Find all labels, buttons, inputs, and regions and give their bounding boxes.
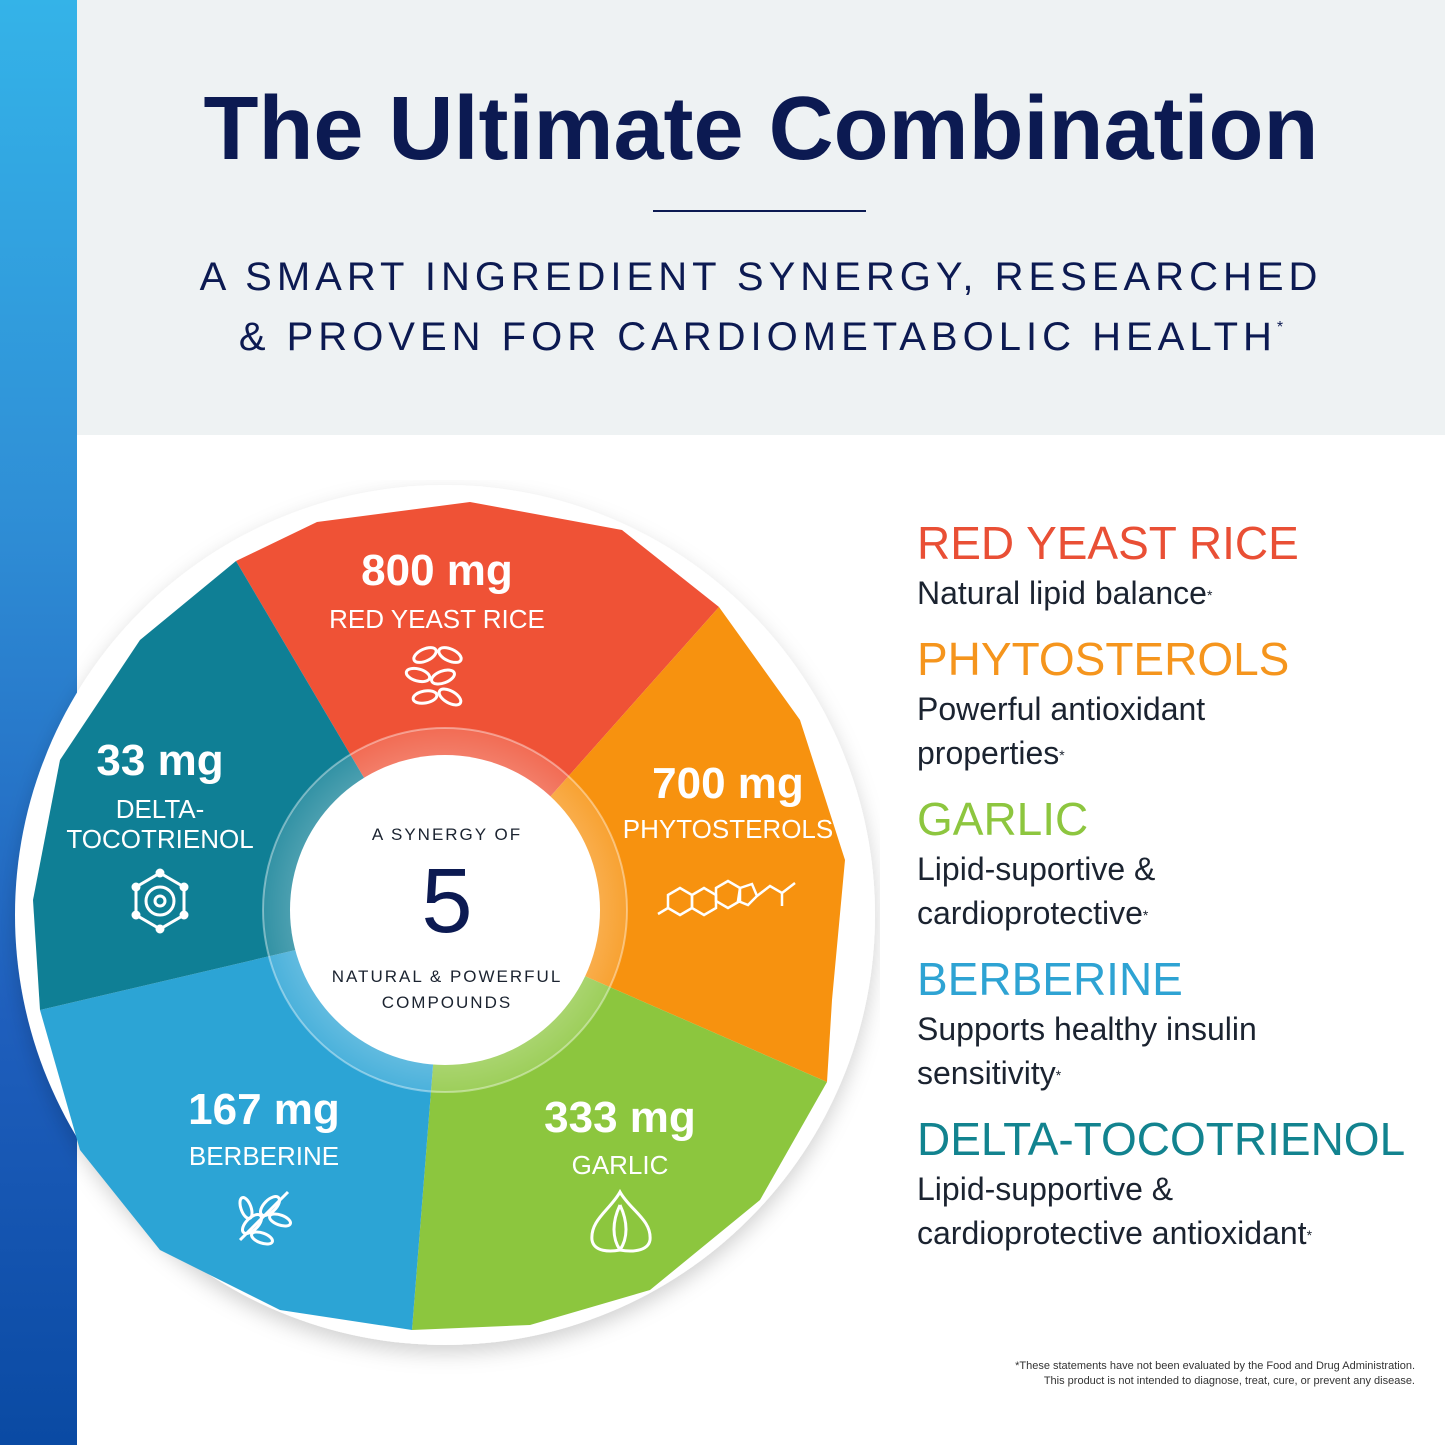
legend-asterisk: *	[1059, 747, 1065, 763]
title-divider	[653, 210, 866, 212]
legend-desc-line-2: cardioprotective antioxidant*	[917, 1211, 1427, 1255]
legend-item-garlic: GARLIC Lipid-suportive & cardioprotectiv…	[917, 791, 1427, 935]
rice-grains-icon	[404, 646, 463, 707]
center-top-text: A SYNERGY OF	[372, 825, 522, 844]
ingredient-legend: RED YEAST RICE Natural lipid balance* PH…	[917, 515, 1427, 1271]
page-title: The Ultimate Combination	[203, 79, 1319, 179]
segment-amount-phytosterols: 700 mg	[652, 759, 804, 808]
subtitle-asterisk: *	[1276, 319, 1284, 336]
legend-desc-text: properties	[917, 735, 1060, 771]
legend-desc-text: sensitivity	[917, 1055, 1056, 1091]
legend-asterisk: *	[1055, 1067, 1062, 1083]
segment-label-garlic: GARLIC	[572, 1150, 669, 1180]
segment-label-delta-tocotrienol-1: DELTA-	[116, 794, 205, 824]
disclaimer-line-1: *These statements have not been evaluate…	[1015, 1360, 1415, 1372]
legend-item-delta-tocotrienol: DELTA-TOCOTRIENOL Lipid-supportive & car…	[917, 1111, 1427, 1255]
segment-amount-garlic: 333 mg	[544, 1093, 696, 1142]
center-disc	[290, 755, 600, 1065]
garlic-icon	[590, 1188, 652, 1253]
center-bottom-line-2: COMPOUNDS	[382, 993, 512, 1012]
legend-desc-line-1: Lipid-supportive &	[917, 1171, 1174, 1207]
legend-desc-line-2: cardioprotective*	[917, 891, 1427, 935]
legend-item-red-yeast-rice: RED YEAST RICE Natural lipid balance*	[917, 515, 1427, 615]
atom-icon	[131, 868, 189, 934]
ingredient-wheel: A SYNERGY OF 5 NATURAL & POWERFUL COMPOU…	[15, 485, 875, 1345]
segment-label-phytosterols: PHYTOSTEROLS	[623, 814, 833, 844]
legend-desc-line-2: properties*	[917, 731, 1427, 775]
header-panel	[77, 0, 1445, 435]
legend-name: RED YEAST RICE	[917, 517, 1299, 569]
leaf-branch-icon	[238, 1190, 292, 1246]
legend-asterisk: *	[1206, 587, 1213, 603]
fda-disclaimer: *These statements have not been evaluate…	[1015, 1359, 1415, 1389]
legend-desc-text: cardioprotective antioxidant	[917, 1215, 1307, 1251]
legend-desc-text: cardioprotective	[917, 895, 1143, 931]
legend-desc-text: Natural lipid balance	[917, 575, 1207, 611]
legend-item-phytosterols: PHYTOSTEROLS Powerful antioxidant proper…	[917, 631, 1427, 775]
legend-name: GARLIC	[917, 793, 1089, 845]
segment-phytosterols	[445, 607, 845, 1082]
legend-desc-line-1: Supports healthy insulin	[917, 1011, 1257, 1047]
legend-desc-line-1: Lipid-suportive &	[917, 851, 1156, 887]
segment-label-red-yeast-rice: RED YEAST RICE	[329, 604, 545, 634]
segment-amount-berberine: 167 mg	[188, 1085, 340, 1134]
legend-desc-line-1: Powerful antioxidant	[917, 691, 1206, 727]
subtitle-line-1: A SMART INGREDIENT SYNERGY, RESEARCHED	[199, 255, 1323, 299]
segment-red-yeast-rice	[236, 502, 719, 915]
segment-amount-red-yeast-rice: 800 mg	[361, 546, 513, 595]
legend-item-berberine: BERBERINE Supports healthy insulin sensi…	[917, 951, 1427, 1095]
legend-name: DELTA-TOCOTRIENOL	[917, 1113, 1406, 1165]
legend-asterisk: *	[1306, 1227, 1313, 1243]
legend-name: BERBERINE	[917, 953, 1183, 1005]
center-number: 5	[421, 850, 472, 952]
segment-amount-delta-tocotrienol: 33 mg	[96, 736, 223, 785]
subtitle-line-2-text: & PROVEN FOR CARDIOMETABOLIC HEALTH	[238, 315, 1277, 359]
center-bottom-line-1: NATURAL & POWERFUL	[332, 967, 563, 986]
legend-desc-line-2: sensitivity*	[917, 1051, 1427, 1095]
molecule-structure-icon	[657, 879, 796, 917]
subtitle-line-2: & PROVEN FOR CARDIOMETABOLIC HEALTH*	[77, 315, 1445, 360]
segment-label-berberine: BERBERINE	[189, 1141, 339, 1171]
segment-label-delta-tocotrienol-2: TOCOTRIENOL	[66, 824, 253, 854]
legend-asterisk: *	[1142, 907, 1149, 923]
legend-desc: Natural lipid balance*	[917, 571, 1427, 615]
disclaimer-line-2: This product is not intended to diagnose…	[1043, 1375, 1415, 1387]
legend-name: PHYTOSTEROLS	[917, 633, 1290, 685]
